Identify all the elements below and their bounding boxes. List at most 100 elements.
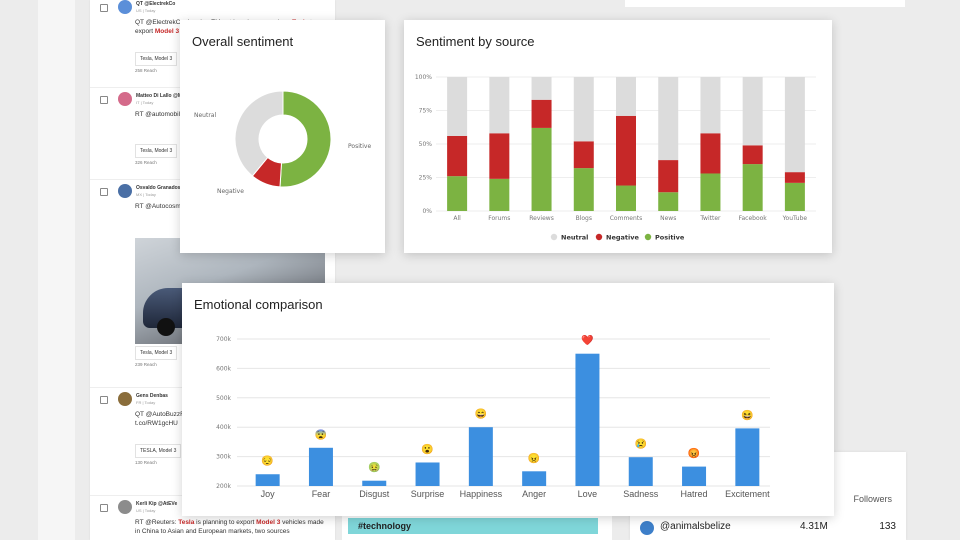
emotion-emoji-icon: 😆 [741, 409, 753, 421]
bar-neutral-comments[interactable] [616, 77, 636, 116]
legend-item-neutral: Neutral [561, 234, 588, 242]
avatar[interactable] [118, 184, 132, 198]
x-tick-label: Sadness [623, 489, 659, 499]
keyword-highlight: Model 3 [256, 519, 281, 526]
post-text-segment: RT @automobil [135, 111, 181, 118]
bar-neutral-twitter[interactable] [700, 77, 721, 134]
legend-item-negative: Negative [606, 234, 639, 242]
topic-tag-label: #technology [358, 521, 412, 531]
x-tick-label: Forums [488, 215, 510, 222]
bar-negative-facebook[interactable] [742, 145, 763, 165]
select-checkbox[interactable] [100, 4, 108, 12]
overall-sentiment-card: Overall sentiment Neutral Negative Positiv… [180, 20, 385, 253]
overall-sentiment-title: Overall sentiment [192, 34, 294, 49]
post-text-segment: vehicles made in China to Asian and Euro… [135, 519, 324, 535]
bar-negative-news[interactable] [658, 160, 679, 193]
emotion-emoji-icon: 🤢 [368, 462, 380, 474]
bar-neutral-reviews[interactable] [531, 77, 552, 100]
bar-positive-blogs[interactable] [573, 168, 594, 211]
select-checkbox[interactable] [100, 504, 108, 512]
followers-row[interactable]: @animalsbelize 4.31M 133 [640, 520, 896, 536]
account-reach: 4.31M [800, 521, 828, 532]
x-tick-label: Excitement [725, 489, 770, 499]
topic-tag-bar[interactable]: #technology [348, 518, 598, 534]
keyword-tag[interactable]: Tesla, Model 3 [135, 346, 178, 360]
keyword-tag[interactable]: Tesla, Model 3 [135, 52, 178, 66]
avatar[interactable] [118, 92, 132, 106]
feed-item[interactable]: Kerli Kip @AtEVe US | Today RT @Reuters: T… [90, 496, 335, 540]
bar-negative-comments[interactable] [616, 115, 636, 186]
y-tick-label: 300k [216, 454, 231, 461]
bar-positive-youtube[interactable] [784, 182, 805, 211]
bar-neutral-forums[interactable] [489, 77, 510, 134]
emotion-emoji-icon: ❤️ [581, 335, 594, 347]
bar-anger[interactable] [522, 471, 547, 486]
bar-neutral-youtube[interactable] [784, 77, 805, 173]
reach-count: 239 Reach [135, 362, 157, 367]
account-followers: 133 [879, 521, 896, 532]
y-tick-label: 600k [216, 365, 231, 372]
bar-negative-twitter[interactable] [700, 133, 721, 174]
bar-love[interactable] [575, 353, 600, 486]
bar-hatred[interactable] [682, 466, 707, 486]
bar-negative-reviews[interactable] [531, 99, 552, 128]
bar-negative-blogs[interactable] [573, 141, 594, 169]
donut-slice-neutral[interactable] [234, 90, 284, 177]
avatar[interactable] [118, 392, 132, 406]
y-tick-label: 100% [415, 74, 432, 81]
reach-count: 326 Reach [135, 160, 157, 165]
bar-fear[interactable] [308, 447, 333, 486]
post-meta: IT | Today [136, 100, 154, 105]
bar-excitement[interactable] [735, 428, 760, 486]
keyword-highlight: Model 3 [154, 28, 180, 35]
bar-surprise[interactable] [415, 462, 440, 486]
bar-positive-forums[interactable] [489, 178, 510, 211]
bar-positive-news[interactable] [658, 192, 679, 211]
author-name[interactable]: Matteo Di Lallo @Me [136, 93, 185, 99]
account-handle[interactable]: @animalsbelize [660, 521, 731, 532]
select-checkbox[interactable] [100, 188, 108, 196]
x-tick-label: Fear [312, 489, 331, 499]
x-tick-label: Anger [522, 489, 546, 499]
keyword-tag[interactable]: Tesla, Model 3 [135, 144, 178, 158]
author-name[interactable]: Kerli Kip @AtEVe [136, 501, 178, 507]
select-checkbox[interactable] [100, 96, 108, 104]
bar-negative-forums[interactable] [489, 133, 510, 179]
keyword-tag[interactable]: TESLA, Model 3 [135, 444, 182, 458]
legend-swatch [644, 233, 652, 241]
bar-neutral-blogs[interactable] [573, 77, 594, 142]
author-name[interactable]: Osvaldo Granados [136, 185, 181, 191]
x-tick-label: Joy [261, 489, 276, 499]
bar-happiness[interactable] [468, 427, 493, 486]
avatar[interactable] [118, 500, 132, 514]
bar-positive-twitter[interactable] [700, 173, 721, 211]
bar-positive-all[interactable] [447, 176, 468, 211]
post-text-segment: RT @Reuters: [135, 519, 179, 526]
post-meta: US | Today [136, 8, 156, 13]
x-tick-label: Surprise [411, 489, 445, 499]
bar-negative-all[interactable] [447, 135, 468, 177]
x-tick-label: Twitter [699, 215, 721, 222]
bar-neutral-all[interactable] [447, 77, 468, 136]
bar-neutral-news[interactable] [658, 77, 679, 161]
bar-neutral-facebook[interactable] [742, 77, 763, 146]
bar-disgust[interactable] [362, 480, 387, 486]
emotion-emoji-icon: 😡 [688, 448, 700, 460]
label-negative: Negative [217, 188, 244, 195]
bar-negative-youtube[interactable] [784, 172, 805, 183]
bar-positive-facebook[interactable] [742, 164, 763, 211]
x-tick-label: Comments [610, 215, 643, 222]
x-tick-label: Blogs [576, 215, 592, 222]
author-name[interactable]: QT @ElectrekCo [136, 1, 176, 7]
x-tick-label: Love [578, 489, 598, 499]
author-name[interactable]: Gens Denbas [136, 393, 168, 399]
bar-positive-reviews[interactable] [531, 127, 552, 211]
avatar[interactable] [118, 0, 132, 14]
select-checkbox[interactable] [100, 396, 108, 404]
y-tick-label: 0% [422, 208, 432, 215]
bar-positive-comments[interactable] [616, 185, 636, 211]
donut-slice-positive[interactable] [279, 90, 332, 188]
bar-sadness[interactable] [628, 457, 653, 486]
reach-count: 130 Reach [135, 460, 157, 465]
bar-joy[interactable] [255, 474, 280, 486]
